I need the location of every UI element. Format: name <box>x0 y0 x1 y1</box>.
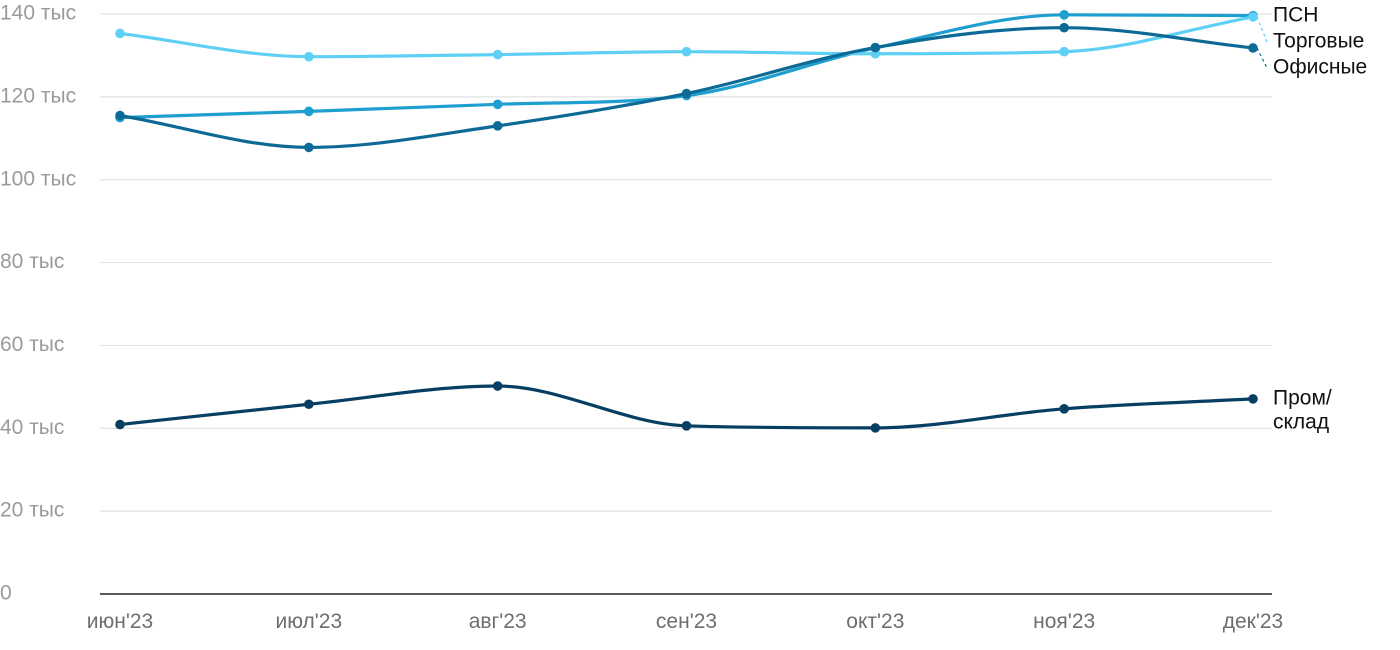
data-point <box>681 46 692 57</box>
x-tick-label: окт'23 <box>846 610 904 633</box>
data-point <box>681 421 692 431</box>
series-label: Пром/ <box>1273 386 1332 409</box>
series-4 <box>115 381 1258 433</box>
x-tick-label: дек'23 <box>1223 610 1284 633</box>
series-2 <box>115 12 1258 62</box>
y-tick-label: 60 тыс <box>0 333 64 356</box>
data-point <box>681 88 692 99</box>
series-label: Офисные <box>1273 56 1367 79</box>
series-label: Торговые <box>1273 30 1364 53</box>
data-point <box>492 49 503 60</box>
gridlines <box>100 13 1272 595</box>
series-lines <box>115 10 1258 433</box>
x-tick-label: июн'23 <box>87 610 153 633</box>
data-point <box>304 106 314 117</box>
y-tick-label: 80 тыс <box>0 250 64 273</box>
data-point <box>492 121 503 131</box>
data-point <box>1248 43 1258 53</box>
label-connector <box>1256 47 1268 69</box>
data-point <box>1059 22 1069 33</box>
data-point <box>1059 404 1069 414</box>
x-tick-label: ноя'23 <box>1033 610 1095 633</box>
series-label: ПСН <box>1273 4 1318 27</box>
data-point <box>870 42 881 53</box>
data-point <box>1248 394 1258 404</box>
series-label: склад <box>1273 410 1329 433</box>
data-point <box>304 51 314 62</box>
x-axis-tick-labels: июн'23 июл'23 авг'23 сен'23 окт'23 ноя'23 дек'… <box>87 610 1283 633</box>
data-point <box>304 142 314 153</box>
data-point <box>492 381 503 391</box>
data-point <box>870 423 881 433</box>
data-point <box>115 419 125 430</box>
y-tick-label: 0 <box>0 582 12 605</box>
data-point <box>1248 12 1258 22</box>
data-point <box>492 99 503 110</box>
y-tick-label: 40 тыс <box>0 416 64 439</box>
series-line <box>118 13 1255 120</box>
x-tick-label: сен'23 <box>656 610 717 633</box>
y-axis-tick-labels: 0 20 тыс 40 тыс 60 тыс 80 тыс 100 тыс 120 тыс 1… <box>0 2 76 605</box>
data-point <box>115 110 125 121</box>
data-point <box>1059 10 1069 20</box>
y-tick-label: 100 тыс <box>0 167 76 190</box>
series-3 <box>115 22 1258 153</box>
x-tick-label: июл'23 <box>276 610 343 633</box>
y-tick-label: 120 тыс <box>0 84 76 107</box>
data-point <box>304 399 314 410</box>
label-connector <box>1256 16 1268 43</box>
data-point <box>115 28 125 39</box>
data-point <box>1059 46 1069 57</box>
y-tick-label: 20 тыс <box>0 499 64 522</box>
x-tick-label: авг'23 <box>469 610 527 633</box>
y-tick-label: 140 тыс <box>0 2 76 25</box>
series-end-labels: ПСН Торговые Офисные Пром/склад <box>1256 4 1367 433</box>
series-line <box>118 26 1255 149</box>
